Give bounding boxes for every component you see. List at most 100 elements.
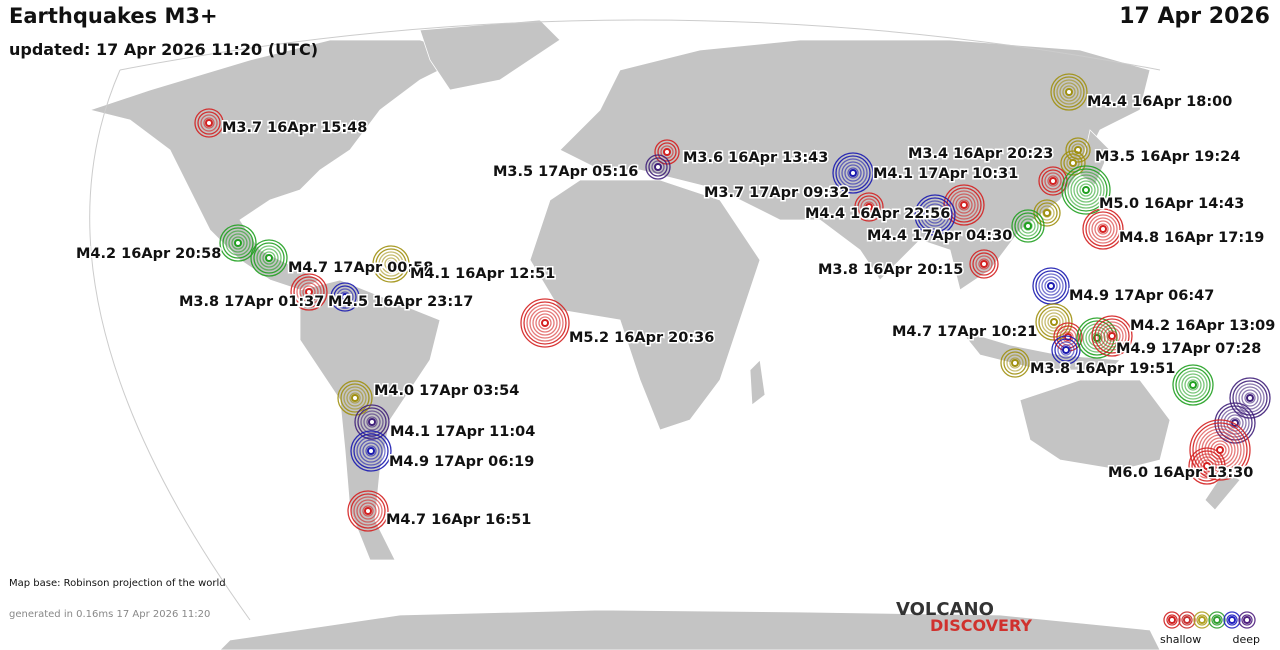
quake-ring — [1235, 383, 1265, 413]
quake-label[interactable]: M4.7 16Apr 16:51 — [385, 511, 533, 530]
legend-shallow: shallow — [1160, 633, 1202, 646]
quake-epicenter — [1011, 359, 1019, 367]
quake-label[interactable]: M4.8 16Apr 17:19 — [1118, 229, 1266, 248]
quake-marker[interactable] — [372, 245, 410, 283]
quake-marker[interactable] — [250, 239, 288, 277]
quake-epicenter — [1246, 394, 1254, 402]
quake-label[interactable]: M4.0 17Apr 03:54 — [373, 382, 521, 401]
quake-marker[interactable] — [854, 192, 884, 222]
quake-marker[interactable] — [645, 154, 671, 180]
quake-label[interactable]: M4.2 16Apr 13:09 — [1129, 317, 1277, 336]
quake-marker[interactable] — [354, 404, 390, 440]
quake-ring — [844, 164, 862, 182]
quake-marker[interactable] — [1011, 209, 1045, 243]
quake-marker[interactable] — [1032, 267, 1070, 305]
quake-ring — [350, 493, 386, 529]
quake-ring — [946, 187, 982, 223]
quake-ring — [1244, 392, 1256, 404]
quake-ring — [969, 249, 999, 279]
quake-marker[interactable] — [1050, 73, 1088, 111]
quake-label[interactable]: M3.5 17Apr 05:16 — [492, 163, 640, 182]
quake-label[interactable]: M6.0 16Apr 13:30 — [1107, 464, 1255, 483]
legend-depth-circle[interactable] — [1223, 611, 1241, 629]
quake-ring — [975, 255, 993, 273]
quake-label[interactable]: M5.2 16Apr 20:36 — [568, 329, 716, 348]
quake-label[interactable]: M3.8 16Apr 19:51 — [1029, 360, 1177, 379]
quake-label[interactable]: M5.0 16Apr 14:43 — [1098, 195, 1246, 214]
quake-ring — [535, 313, 555, 333]
quake-label[interactable]: M4.7 17Apr 10:21 — [891, 323, 1039, 342]
quake-marker[interactable] — [347, 490, 389, 532]
quake-marker[interactable] — [1000, 348, 1030, 378]
quake-ring — [1061, 165, 1111, 215]
quake-epicenter — [1213, 616, 1221, 624]
quake-label[interactable]: M3.8 17Apr 01:37 — [178, 293, 326, 312]
quake-marker[interactable] — [1172, 364, 1214, 406]
legend-depth-circle[interactable] — [1178, 611, 1196, 629]
quake-marker[interactable] — [1060, 150, 1086, 176]
quake-ring — [854, 192, 884, 222]
quake-marker[interactable] — [194, 108, 224, 138]
quake-label[interactable]: M3.7 16Apr 15:48 — [221, 119, 369, 138]
quake-marker[interactable] — [290, 273, 328, 311]
quake-label[interactable]: M3.8 16Apr 20:15 — [817, 261, 965, 280]
quake-marker[interactable] — [330, 282, 360, 312]
quake-label[interactable]: M4.2 16Apr 20:58 — [75, 245, 223, 264]
volcano-discovery-logo[interactable]: VOLCANO DISCOVERY — [882, 599, 1032, 634]
quake-epicenter — [1065, 88, 1073, 96]
quake-label[interactable]: M3.7 17Apr 09:32 — [703, 184, 851, 203]
quake-marker[interactable] — [832, 152, 874, 194]
quake-label[interactable]: M3.6 16Apr 13:43 — [682, 149, 830, 168]
quake-label[interactable]: M4.1 16Apr 12:51 — [409, 265, 557, 284]
quake-ring — [262, 251, 276, 265]
quake-ring — [290, 273, 328, 311]
quake-epicenter — [849, 169, 857, 177]
quake-marker[interactable] — [219, 224, 257, 262]
quake-ring — [256, 245, 282, 271]
quake-label[interactable]: M4.4 17Apr 04:30 — [866, 227, 1014, 246]
quake-ring — [1200, 459, 1214, 473]
quake-ring — [1094, 220, 1112, 238]
quake-ring — [1097, 321, 1127, 351]
quake-ring — [1178, 611, 1196, 629]
quake-label[interactable]: M3.4 16Apr 20:23 — [907, 145, 1055, 164]
quake-ring — [1059, 82, 1079, 102]
quake-ring — [860, 198, 878, 216]
legend-depth-circle[interactable] — [1163, 611, 1181, 629]
quake-label[interactable]: M4.5 16Apr 23:17 — [327, 293, 475, 312]
quake-label[interactable]: M4.7 17Apr 00:58 — [287, 259, 435, 278]
logo-line1: VOLCANO — [896, 599, 994, 620]
quake-label[interactable]: M4.9 17Apr 07:28 — [1115, 340, 1263, 359]
quake-label[interactable]: M4.1 17Apr 11:04 — [389, 423, 537, 442]
quake-marker[interactable] — [1061, 165, 1111, 215]
quake-marker[interactable] — [914, 194, 956, 236]
quake-marker[interactable] — [1091, 315, 1133, 357]
quake-label[interactable]: M3.5 16Apr 19:24 — [1094, 148, 1242, 167]
depth-legend-circles — [1163, 611, 1256, 629]
quake-label[interactable]: M4.4 16Apr 22:56 — [804, 205, 952, 224]
quake-label[interactable]: M4.4 16Apr 18:00 — [1086, 93, 1234, 112]
quake-marker[interactable] — [520, 298, 570, 348]
quake-label[interactable]: M4.1 17Apr 10:31 — [872, 165, 1020, 184]
quake-ring — [1051, 335, 1081, 365]
legend-depth-circle[interactable] — [1208, 611, 1226, 629]
quake-marker[interactable] — [654, 139, 680, 165]
quake-marker[interactable] — [350, 430, 392, 472]
quake-marker[interactable] — [1188, 447, 1226, 485]
legend-depth-circle[interactable] — [1238, 611, 1256, 629]
quake-marker[interactable] — [337, 380, 373, 416]
quake-label[interactable]: M4.9 17Apr 06:19 — [388, 453, 536, 472]
quake-ring — [1014, 212, 1042, 240]
quake-marker[interactable] — [1065, 137, 1091, 163]
quake-marker[interactable] — [969, 249, 999, 279]
quake-marker[interactable] — [1082, 208, 1124, 250]
quake-ring — [1003, 351, 1027, 375]
quake-ring — [359, 439, 383, 463]
quake-ring — [363, 413, 381, 431]
quake-ring — [222, 227, 254, 259]
legend-depth-circle[interactable] — [1193, 611, 1211, 629]
quake-marker[interactable] — [1051, 335, 1081, 365]
quake-epicenter — [351, 394, 359, 402]
quake-label[interactable]: M4.9 17Apr 06:47 — [1068, 287, 1216, 306]
